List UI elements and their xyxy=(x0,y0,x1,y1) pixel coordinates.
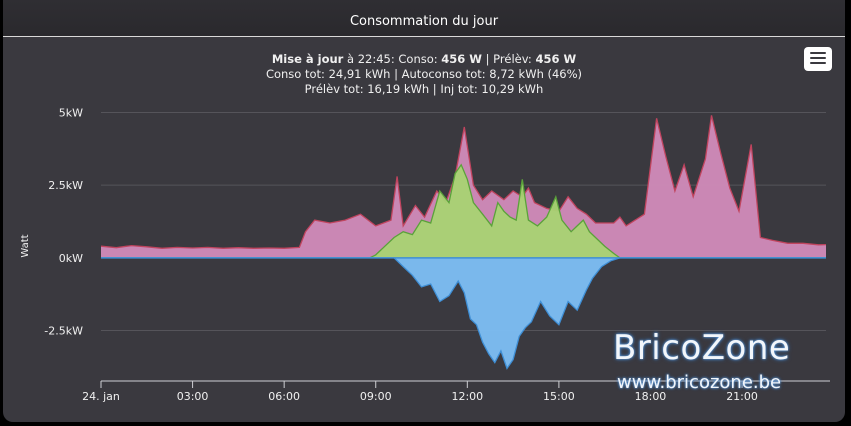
y-tick-label: 0kW xyxy=(59,252,83,265)
chart-plot: 5kW 2.5kW 0kW -2.5kW 24. jan 03:00 06:00 09:00 1… xyxy=(20,106,830,403)
injection-area xyxy=(101,257,826,369)
conso-area-line xyxy=(100,115,827,249)
y-tick-label: 5kW xyxy=(59,106,83,119)
y-axis-label: Watt xyxy=(20,234,31,257)
autoconso-area-line xyxy=(101,163,826,259)
x-tick-label: 09:00 xyxy=(360,390,392,403)
x-tick-label: 18:00 xyxy=(635,390,667,403)
y-tick-label: -2.5kW xyxy=(44,325,83,338)
x-tick-label: 12:00 xyxy=(451,390,483,403)
title-bar: Consommation du jour xyxy=(3,0,845,37)
x-tick-label: 24. jan xyxy=(82,390,120,403)
update-time-text: à 22:45: Conso: xyxy=(343,52,442,66)
subtitle-line-2: Conso tot: 24,91 kWh | Autoconso tot: 8,… xyxy=(265,67,583,81)
update-label: Mise à jour xyxy=(271,52,344,66)
subtitle-line-1: Mise à jour à 22:45: Conso: 456 W | Prél… xyxy=(3,52,845,66)
x-tick-label: 21:00 xyxy=(726,390,758,403)
y-tick-label: 2.5kW xyxy=(48,179,83,192)
prelev-value: 456 W xyxy=(535,52,577,66)
x-tick-label: 03:00 xyxy=(177,390,209,403)
injection-area-line xyxy=(101,257,826,370)
x-tick-label: 15:00 xyxy=(543,390,575,403)
conso-value: 456 W xyxy=(441,52,482,66)
watermark-brand: BricoZone xyxy=(613,328,791,368)
subtitle-line-3: Prélèv tot: 16,19 kWh | Inj tot: 10,29 k… xyxy=(304,82,544,96)
window-title: Consommation du jour xyxy=(349,14,499,29)
chart-window: Consommation du jour Mise à jour à 22:45… xyxy=(3,0,845,422)
watermark-url: www.bricozone.be xyxy=(617,372,782,393)
hamburger-menu-icon[interactable] xyxy=(804,47,832,71)
autoconso-area xyxy=(101,164,826,258)
x-tick-label: 06:00 xyxy=(268,390,300,403)
prelev-label: | Prélèv: xyxy=(482,52,536,66)
